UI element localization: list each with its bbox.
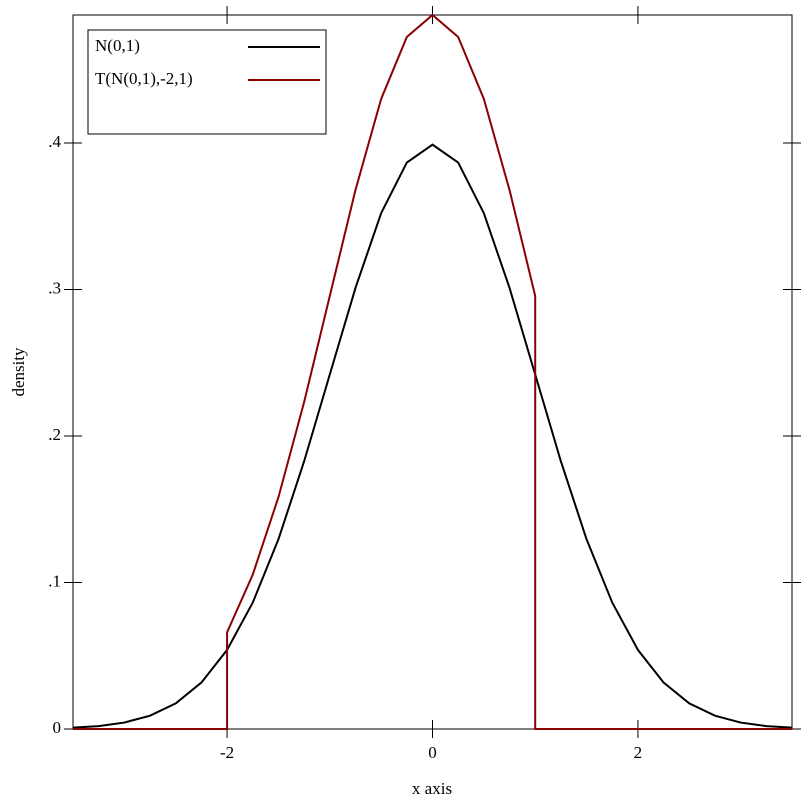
y-tick-label: .2 bbox=[48, 425, 61, 444]
legend-label: N(0,1) bbox=[95, 36, 140, 55]
y-axis-label: density bbox=[9, 347, 28, 397]
x-tick-label: -2 bbox=[220, 743, 234, 762]
series-line bbox=[73, 13, 792, 730]
y-tick-label: 0 bbox=[53, 718, 62, 737]
legend-label: T(N(0,1),-2,1) bbox=[95, 69, 193, 88]
x-axis-label: x axis bbox=[412, 779, 452, 798]
y-tick-label: .1 bbox=[48, 571, 61, 590]
y-tick-label: .4 bbox=[48, 132, 61, 151]
y-tick-label: .3 bbox=[48, 278, 61, 297]
x-tick-label: 0 bbox=[428, 743, 437, 762]
x-tick-label: 2 bbox=[634, 743, 643, 762]
series-line bbox=[72, 143, 793, 729]
